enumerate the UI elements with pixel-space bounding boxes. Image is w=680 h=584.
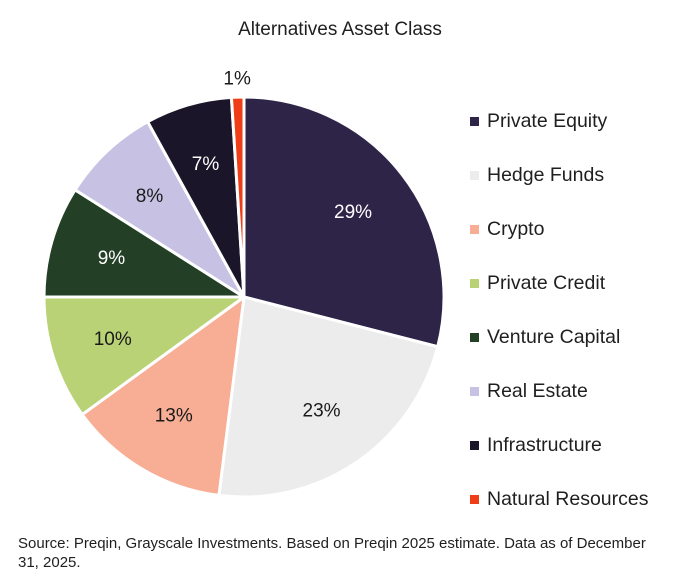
legend-swatch xyxy=(470,224,479,234)
legend-item-venture-capital: Venture Capital xyxy=(470,310,648,364)
pie-slice-natural-resources xyxy=(229,95,246,299)
pie-label-venture-capital: 9% xyxy=(98,248,126,269)
legend-swatch xyxy=(470,494,479,504)
legend-item-hedge-funds: Hedge Funds xyxy=(470,148,648,202)
pie-labels: 29% 23% 13% 10% 9% 8% 7% 1% xyxy=(94,69,372,427)
legend-swatch xyxy=(470,440,479,450)
legend-label: Private Equity xyxy=(487,109,608,132)
pie-slice-private-credit xyxy=(42,295,246,417)
legend-label: Private Credit xyxy=(487,271,606,294)
source-note: Source: Preqin, Grayscale Investments. B… xyxy=(18,535,646,571)
legend-label: Venture Capital xyxy=(487,325,621,348)
pie-label-hedge-funds: 23% xyxy=(303,401,341,422)
legend: Private Equity Hedge Funds Crypto Private C… xyxy=(470,94,648,526)
pie-label-infrastructure: 7% xyxy=(192,154,220,175)
chart-title: Alternatives Asset Class xyxy=(238,19,442,40)
pie-label-natural-resources: 1% xyxy=(223,69,251,90)
legend-item-crypto: Crypto xyxy=(470,202,648,256)
pie-label-crypto: 13% xyxy=(155,405,193,426)
pie-slice-real-estate xyxy=(73,120,246,299)
legend-swatch xyxy=(470,332,479,342)
legend-label: Natural Resources xyxy=(487,487,649,510)
legend-item-infrastructure: Infrastructure xyxy=(470,418,648,472)
legend-label: Hedge Funds xyxy=(487,163,605,186)
legend-swatch xyxy=(470,116,479,126)
legend-item-private-credit: Private Credit xyxy=(470,256,648,310)
pie-label-private-credit: 10% xyxy=(94,329,132,350)
pie-label-private-equity: 29% xyxy=(334,202,372,223)
legend-swatch xyxy=(470,278,479,288)
legend-label: Infrastructure xyxy=(487,433,602,456)
legend-swatch xyxy=(470,386,479,396)
legend-item-private-equity: Private Equity xyxy=(470,94,648,148)
pie-slices xyxy=(42,95,446,499)
legend-item-real-estate: Real Estate xyxy=(470,364,648,418)
pie-slice-hedge-funds xyxy=(217,295,440,499)
pie-slice-venture-capital xyxy=(42,188,246,299)
pie-label-real-estate: 8% xyxy=(136,186,164,207)
pie-slice-private-equity xyxy=(242,95,446,349)
legend-label: Real Estate xyxy=(487,379,588,402)
pie-slice-crypto xyxy=(80,295,246,497)
legend-label: Crypto xyxy=(487,217,545,240)
legend-item-natural-resources: Natural Resources xyxy=(470,472,648,526)
legend-swatch xyxy=(470,170,479,180)
